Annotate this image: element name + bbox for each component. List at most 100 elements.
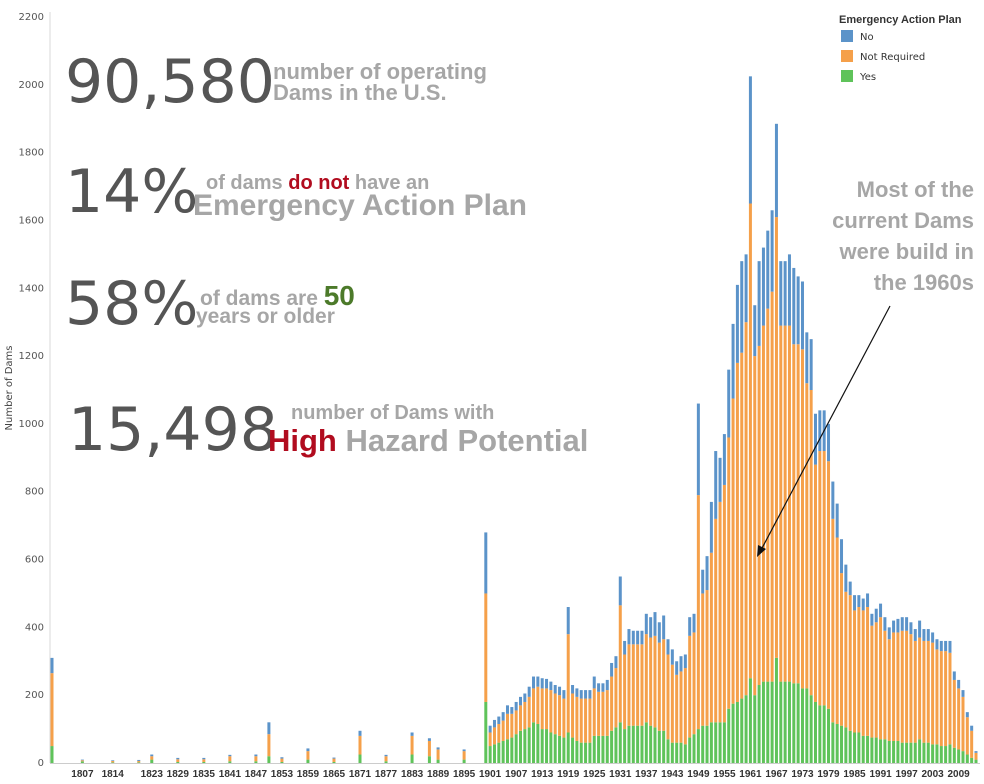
bar-segment-yes	[679, 742, 683, 763]
x-tick-label: 1943	[661, 769, 684, 780]
bar-segment-not-required	[605, 690, 609, 736]
bar-segment-not-required	[228, 756, 232, 762]
bar-segment-yes	[887, 740, 891, 763]
bar-segment-yes	[618, 722, 622, 763]
bar-segment-not-required	[874, 622, 878, 738]
bar-segment-yes	[974, 759, 978, 763]
bar-segment-yes	[779, 681, 783, 763]
bar-segment-no	[813, 413, 817, 465]
bar-segment-not-required	[822, 451, 826, 706]
legend-label-not-required: Not Required	[860, 52, 925, 63]
bar-segment-yes	[939, 746, 943, 763]
bar-segment-not-required	[137, 760, 141, 763]
kpi-eap-line1: of dams do not have an	[206, 173, 429, 193]
bar-segment-not-required	[410, 735, 414, 755]
x-tick-label: 1883	[401, 769, 424, 780]
bar-segment-not-required	[805, 383, 809, 689]
bar-segment-not-required	[909, 634, 913, 743]
bar-segment-not-required	[905, 630, 909, 743]
bar-segment-not-required	[601, 691, 605, 736]
bar-segment-no	[280, 757, 284, 759]
bar-segment-no	[627, 629, 631, 645]
bar-segment-no	[306, 748, 310, 752]
x-tick-label: 1919	[557, 769, 580, 780]
annotation-arrow	[759, 305, 891, 553]
bar-segment-yes	[835, 724, 839, 763]
bar-segment-not-required	[857, 607, 861, 733]
bar-segment-yes	[80, 761, 84, 763]
bar-segment-yes	[575, 740, 579, 763]
bar-segment-yes	[588, 742, 592, 763]
kpi-hazard-post: Hazard Potential	[336, 423, 589, 458]
bar-segment-not-required	[332, 758, 336, 762]
bar-segment-no	[913, 629, 917, 641]
bar-segment-not-required	[267, 734, 271, 757]
bar-segment-yes	[536, 724, 540, 763]
bar-segment-not-required	[653, 635, 657, 728]
bar-segment-yes	[874, 737, 878, 763]
bar-segment-no	[462, 749, 466, 752]
bar-segment-not-required	[505, 713, 509, 740]
legend-swatch-not-required	[841, 50, 853, 62]
bar-segment-yes	[701, 725, 705, 763]
bar-segment-yes	[653, 727, 657, 763]
bar-segment-yes	[844, 727, 848, 763]
bar-segment-yes	[601, 735, 605, 763]
bar-segment-yes	[935, 744, 939, 763]
bar-segment-not-required	[931, 642, 935, 745]
bar-segment-no	[926, 629, 930, 641]
y-tick-label: 0	[38, 758, 44, 769]
bar-segment-not-required	[974, 752, 978, 760]
bar-stacks	[50, 76, 978, 763]
y-tick-label: 1800	[19, 148, 44, 159]
y-tick-label: 1400	[19, 283, 44, 294]
bar-segment-yes	[827, 708, 831, 763]
kpi-eap-pre: of dams	[206, 172, 289, 194]
bar-segment-no	[874, 608, 878, 623]
x-tick-label: 1895	[453, 769, 476, 780]
bar-segment-no	[861, 598, 865, 611]
bar-segment-no	[488, 725, 492, 733]
bar-segment-not-required	[692, 632, 696, 735]
bar-segment-no	[939, 640, 943, 652]
kpi-dams-value: 90,580	[65, 47, 275, 117]
bar-segment-no	[965, 712, 969, 718]
bar-segment-no	[597, 683, 601, 692]
bar-segment-yes	[488, 746, 492, 763]
bar-segment-no	[735, 284, 739, 363]
bar-segment-not-required	[501, 720, 505, 741]
bar-segment-not-required	[761, 325, 765, 682]
bar-segment-not-required	[883, 630, 887, 740]
bar-segment-not-required	[866, 607, 870, 736]
bar-segment-not-required	[970, 730, 974, 758]
bar-segment-no	[540, 678, 544, 689]
bar-segment-yes	[696, 729, 700, 763]
bar-segment-not-required	[679, 671, 683, 743]
bar-segment-yes	[545, 729, 549, 763]
bar-segment-not-required	[666, 654, 670, 740]
y-tick-label: 200	[25, 690, 44, 701]
bar-segment-yes	[892, 740, 896, 763]
bar-segment-not-required	[623, 654, 627, 730]
bar-segment-not-required	[757, 345, 761, 686]
bar-segment-no	[727, 369, 731, 438]
bar-segment-yes	[735, 701, 739, 763]
bar-segment-not-required	[597, 691, 601, 736]
bar-segment-yes	[831, 722, 835, 763]
x-tick-label: 1925	[583, 769, 606, 780]
bar-segment-not-required	[644, 634, 648, 723]
bar-segment-no	[701, 569, 705, 594]
bar-segment-not-required	[935, 649, 939, 745]
bar-segment-yes	[462, 759, 466, 763]
bar-segment-no	[961, 690, 965, 697]
bar-segment-no	[523, 693, 527, 702]
bar-segment-no	[918, 620, 922, 638]
bar-segment-not-required	[714, 518, 718, 723]
x-tick-label: 1877	[375, 769, 398, 780]
bar-segment-not-required	[640, 644, 644, 726]
bar-segment-no	[779, 261, 783, 326]
x-tick-label: 1835	[193, 769, 216, 780]
bar-segment-no	[818, 410, 822, 452]
bar-segment-yes	[527, 727, 531, 763]
bar-segment-no	[952, 671, 956, 680]
